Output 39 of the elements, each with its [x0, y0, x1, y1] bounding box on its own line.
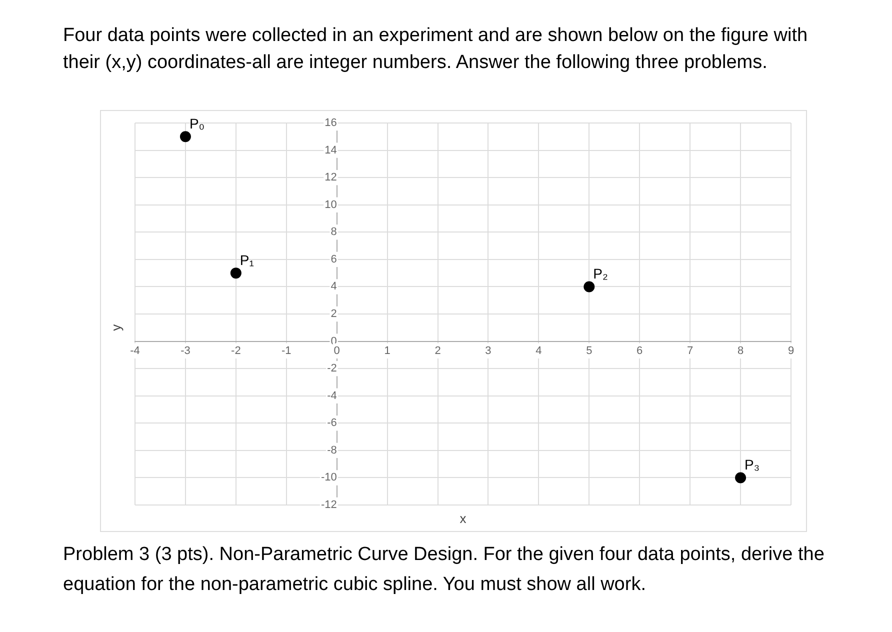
point: [180, 131, 191, 142]
y-tick-label: -2: [327, 362, 337, 375]
annotation: P₁: [240, 252, 254, 268]
annotation: P₀: [189, 116, 205, 132]
x-tick-label: 6: [636, 344, 643, 357]
y-tick-label: 14: [324, 144, 337, 156]
y-tick-label: 6: [330, 253, 337, 266]
x-tick-label: -1: [281, 344, 292, 357]
y-tick-label: -8: [327, 444, 337, 456]
x-tick-label: 1: [384, 344, 390, 357]
point: [584, 281, 595, 292]
y-tick-label: 10: [324, 198, 337, 211]
x-tick-label: -2: [231, 344, 241, 357]
point: [230, 268, 242, 279]
y-tick-label: -12: [320, 499, 337, 512]
y-tick-label: 8: [330, 226, 337, 238]
x-tick-label: 7: [687, 344, 694, 357]
y-tick-label: 4: [330, 280, 337, 293]
y-tick-label: 2: [330, 308, 337, 320]
x-tick-label: 4: [536, 344, 542, 357]
y-tick-label: -6: [327, 417, 337, 430]
x-tick-label: -3: [180, 344, 190, 357]
x-tick-label: 8: [737, 344, 744, 357]
y-axis-title: y: [108, 324, 124, 331]
y-tick-label: -4: [327, 390, 337, 402]
x-tick-label: 5: [586, 344, 592, 357]
point: [735, 472, 746, 484]
annotation: P₂: [593, 266, 608, 282]
text: Problem 3 (3 pts). Non-Parametric Curve Design. For the given four data points, derive the equation for the non-parametric cubic spline. You must show all work.: [63, 543, 826, 597]
x-axis-title: x: [460, 511, 467, 526]
y-tick-label: 12: [324, 172, 337, 184]
y-tick-label: 16: [324, 117, 337, 130]
x-tick-label: 2: [434, 344, 441, 357]
x-tick-label: 3: [485, 344, 492, 357]
x-tick-label: -4: [130, 344, 140, 357]
y-tick-label: -10: [320, 472, 337, 484]
annotation: P₃: [744, 456, 760, 473]
chart-title: Four data points were collected in an experiment and are shown below on the figure with their (x,y) coordinates-all are integer numbers. Answer the following three problems.: [63, 24, 809, 75]
x-tick-label: 9: [788, 344, 794, 357]
